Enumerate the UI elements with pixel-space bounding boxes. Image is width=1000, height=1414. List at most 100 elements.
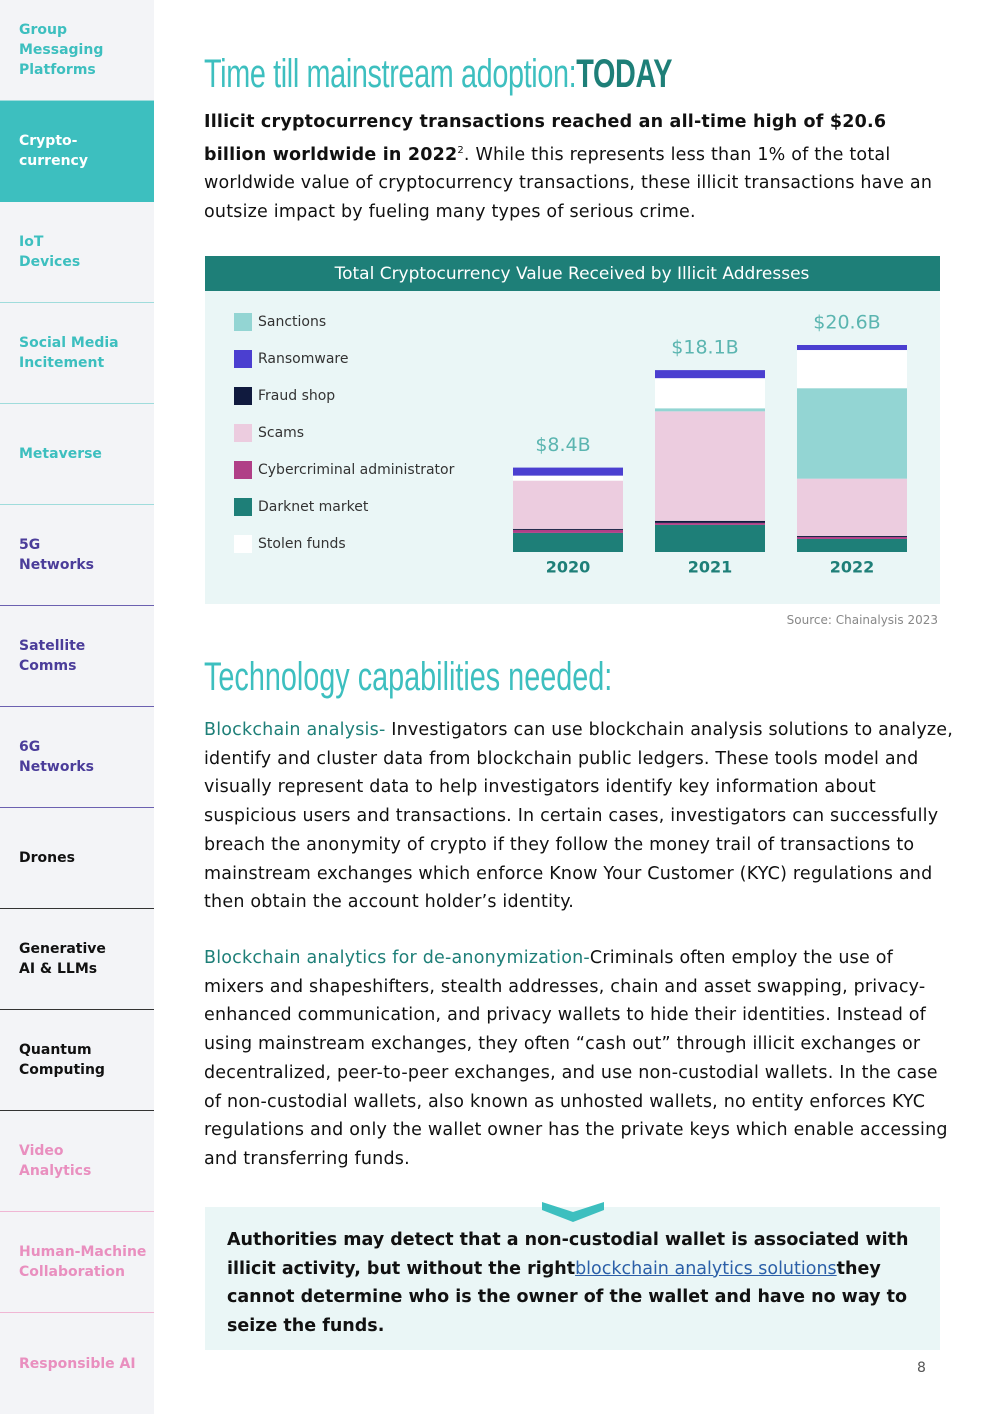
nav-label: 6G (19, 739, 41, 755)
nav-label: Crypto- (19, 133, 78, 149)
heading: Technology capabilities needed: (204, 655, 613, 699)
nav-item[interactable]: Human-Machine Collaboration (0, 1212, 154, 1313)
nav-label: Comms (19, 658, 77, 674)
bar-segment (797, 478, 907, 536)
nav-item[interactable]: Responsible AI (0, 1313, 154, 1414)
nav-item[interactable]: Video Analytics (0, 1111, 154, 1212)
legend-label: Ransomware (258, 351, 348, 367)
nav-item[interactable]: Group Messaging Platforms (0, 0, 154, 101)
nav-label: Human-Machine (19, 1244, 147, 1260)
nav-label: Devices (19, 254, 81, 270)
legend-label: Darknet market (258, 499, 369, 515)
bar-segment (655, 370, 765, 379)
title-emphasis: TODAY (576, 52, 673, 96)
nav-label: Messaging (19, 42, 104, 58)
nav-label: Group (19, 22, 68, 38)
chart: Total Cryptocurrency Value Received by I… (205, 256, 940, 577)
legend-label: Scams (258, 425, 304, 441)
nav-item[interactable]: 6G Networks (0, 707, 154, 808)
x-tick-label: 2022 (830, 558, 875, 577)
legend-label: Stolen funds (258, 536, 346, 552)
nav-label: Video (19, 1143, 64, 1159)
nav-label: Quantum (19, 1042, 92, 1058)
nav-item[interactable]: Satellite Comms (0, 606, 154, 707)
bar-segment (655, 520, 765, 523)
total-label: $8.4B (535, 434, 590, 456)
bar-segment (797, 535, 907, 537)
intro-text: . While this represents less than 1% of … (204, 144, 933, 222)
sidebar: Group Messaging Platforms Crypto-currency Io… (0, 0, 154, 1414)
nav-label: Social Media (19, 335, 119, 351)
chart-header (205, 256, 940, 291)
legend-swatch (234, 535, 252, 553)
nav-label: Networks (19, 759, 95, 775)
section-text: Investigators can use blockchain analysi… (204, 720, 954, 913)
bar-segment (513, 480, 623, 529)
nav-label: Satellite (19, 638, 86, 654)
total-label: $18.1B (671, 337, 738, 359)
legend-swatch (234, 498, 252, 516)
bar-segment (797, 388, 907, 479)
callout-text: they cannot determine who is the owner o… (227, 1258, 908, 1337)
legend-label: Cybercriminal administrator (258, 462, 455, 478)
nav-item[interactable]: Drones (0, 808, 154, 909)
bar-segment (513, 528, 623, 530)
chart-title: Total Cryptocurrency Value Received by I… (334, 264, 810, 284)
bar-segment (797, 538, 907, 552)
nav-label: Metaverse (19, 446, 102, 462)
bar-segment (797, 345, 907, 351)
bar-segment (797, 350, 907, 389)
legend-swatch (234, 424, 252, 442)
nav-label: Drones (19, 850, 75, 866)
section: Blockchain analytics for de-anonymizatio… (204, 944, 956, 1174)
section: Blockchain analysis- Investigators can u… (204, 716, 956, 917)
bar-segment (655, 522, 765, 525)
nav-item[interactable]: IoT Devices (0, 202, 154, 303)
section-label: Blockchain analytics for de-anonymizatio… (204, 948, 590, 968)
legend-label: Sanctions (258, 314, 326, 330)
bar-segment (655, 408, 765, 412)
bar-segment (513, 475, 623, 481)
x-tick-label: 2021 (688, 558, 733, 577)
nav-label: currency (19, 153, 88, 169)
legend-label: Fraud shop (258, 388, 335, 404)
nav-label: Networks (19, 557, 95, 573)
title-lead: Time till mainstream adoption: (204, 52, 577, 96)
nav-label: Collaboration (19, 1264, 126, 1280)
nav-label: Computing (19, 1062, 105, 1078)
intro: Illicit cryptocurrency transactions reac… (204, 108, 954, 227)
nav-item[interactable]: Generative AI & LLMs (0, 909, 154, 1010)
page-number: 8 (917, 1360, 926, 1376)
total-label: $20.6B (813, 312, 880, 334)
nav-item[interactable]: Crypto-currency (0, 101, 154, 202)
x-tick-label: 2020 (546, 558, 591, 577)
bar-segment (655, 524, 765, 552)
bar-segment (797, 536, 907, 539)
bar-segment (513, 532, 623, 552)
bar-segment (655, 378, 765, 409)
callout: Authorities may detect that a non-custod… (205, 1207, 940, 1350)
chevron-shape (542, 1202, 604, 1222)
bar-segment (513, 467, 623, 476)
callout-text: Authorities may detect that a non-custod… (227, 1230, 909, 1279)
nav-label: 5G (19, 537, 41, 553)
nav-label: IoT (19, 234, 44, 250)
nav-label: Analytics (19, 1163, 92, 1179)
legend-swatch (234, 350, 252, 368)
intro-bold: Illicit cryptocurrency transactions reac… (204, 112, 887, 165)
nav-item[interactable]: 5G Networks (0, 505, 154, 606)
nav-item[interactable]: Social Media Incitement (0, 303, 154, 404)
legend-swatch (234, 313, 252, 331)
nav-label: Generative (19, 941, 106, 957)
nav-item[interactable]: Metaverse (0, 404, 154, 505)
footnote: 2 (457, 144, 464, 156)
chevron (542, 1202, 604, 1222)
source: Source: Chainalysis 2023 (786, 613, 938, 627)
nav-label: AI & LLMs (19, 961, 98, 977)
legend-swatch (234, 387, 252, 405)
link[interactable]: blockchain analytics solutions (575, 1258, 837, 1279)
nav-label: Platforms (19, 62, 96, 78)
title: Time till mainstream adoption:TODAY (204, 52, 672, 97)
nav-item[interactable]: Quantum Computing (0, 1010, 154, 1111)
